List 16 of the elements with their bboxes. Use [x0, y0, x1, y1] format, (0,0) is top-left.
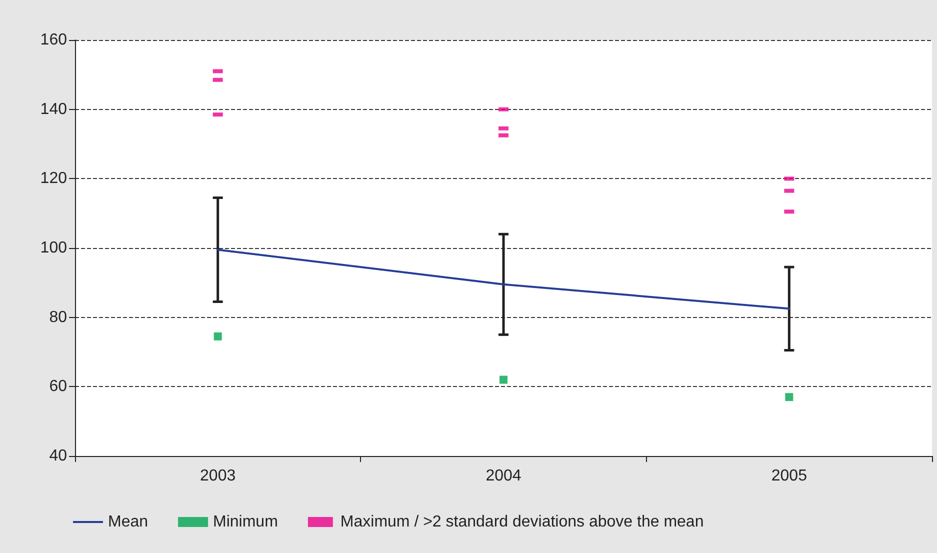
- y-tick-label: 40: [49, 448, 68, 464]
- y-tick-label: 120: [40, 170, 68, 188]
- y-tick-label: 140: [40, 100, 68, 118]
- legend-label: Mean: [108, 514, 148, 530]
- point: [214, 332, 222, 340]
- y-tick-label: 80: [49, 308, 68, 326]
- legend-label: Minimum: [213, 514, 278, 530]
- x-tick-label: 2003: [200, 468, 236, 484]
- point: [500, 376, 508, 384]
- point: [785, 393, 794, 402]
- y-tick-label: 160: [40, 32, 68, 48]
- x-tick-label: 2004: [486, 468, 522, 484]
- x-tick-label: 2005: [771, 468, 808, 484]
- y-tick-label: 60: [49, 378, 68, 396]
- legend-label: Maximum / >2 standard deviations above the mean: [340, 514, 704, 530]
- y-tick-label: 100: [40, 240, 68, 256]
